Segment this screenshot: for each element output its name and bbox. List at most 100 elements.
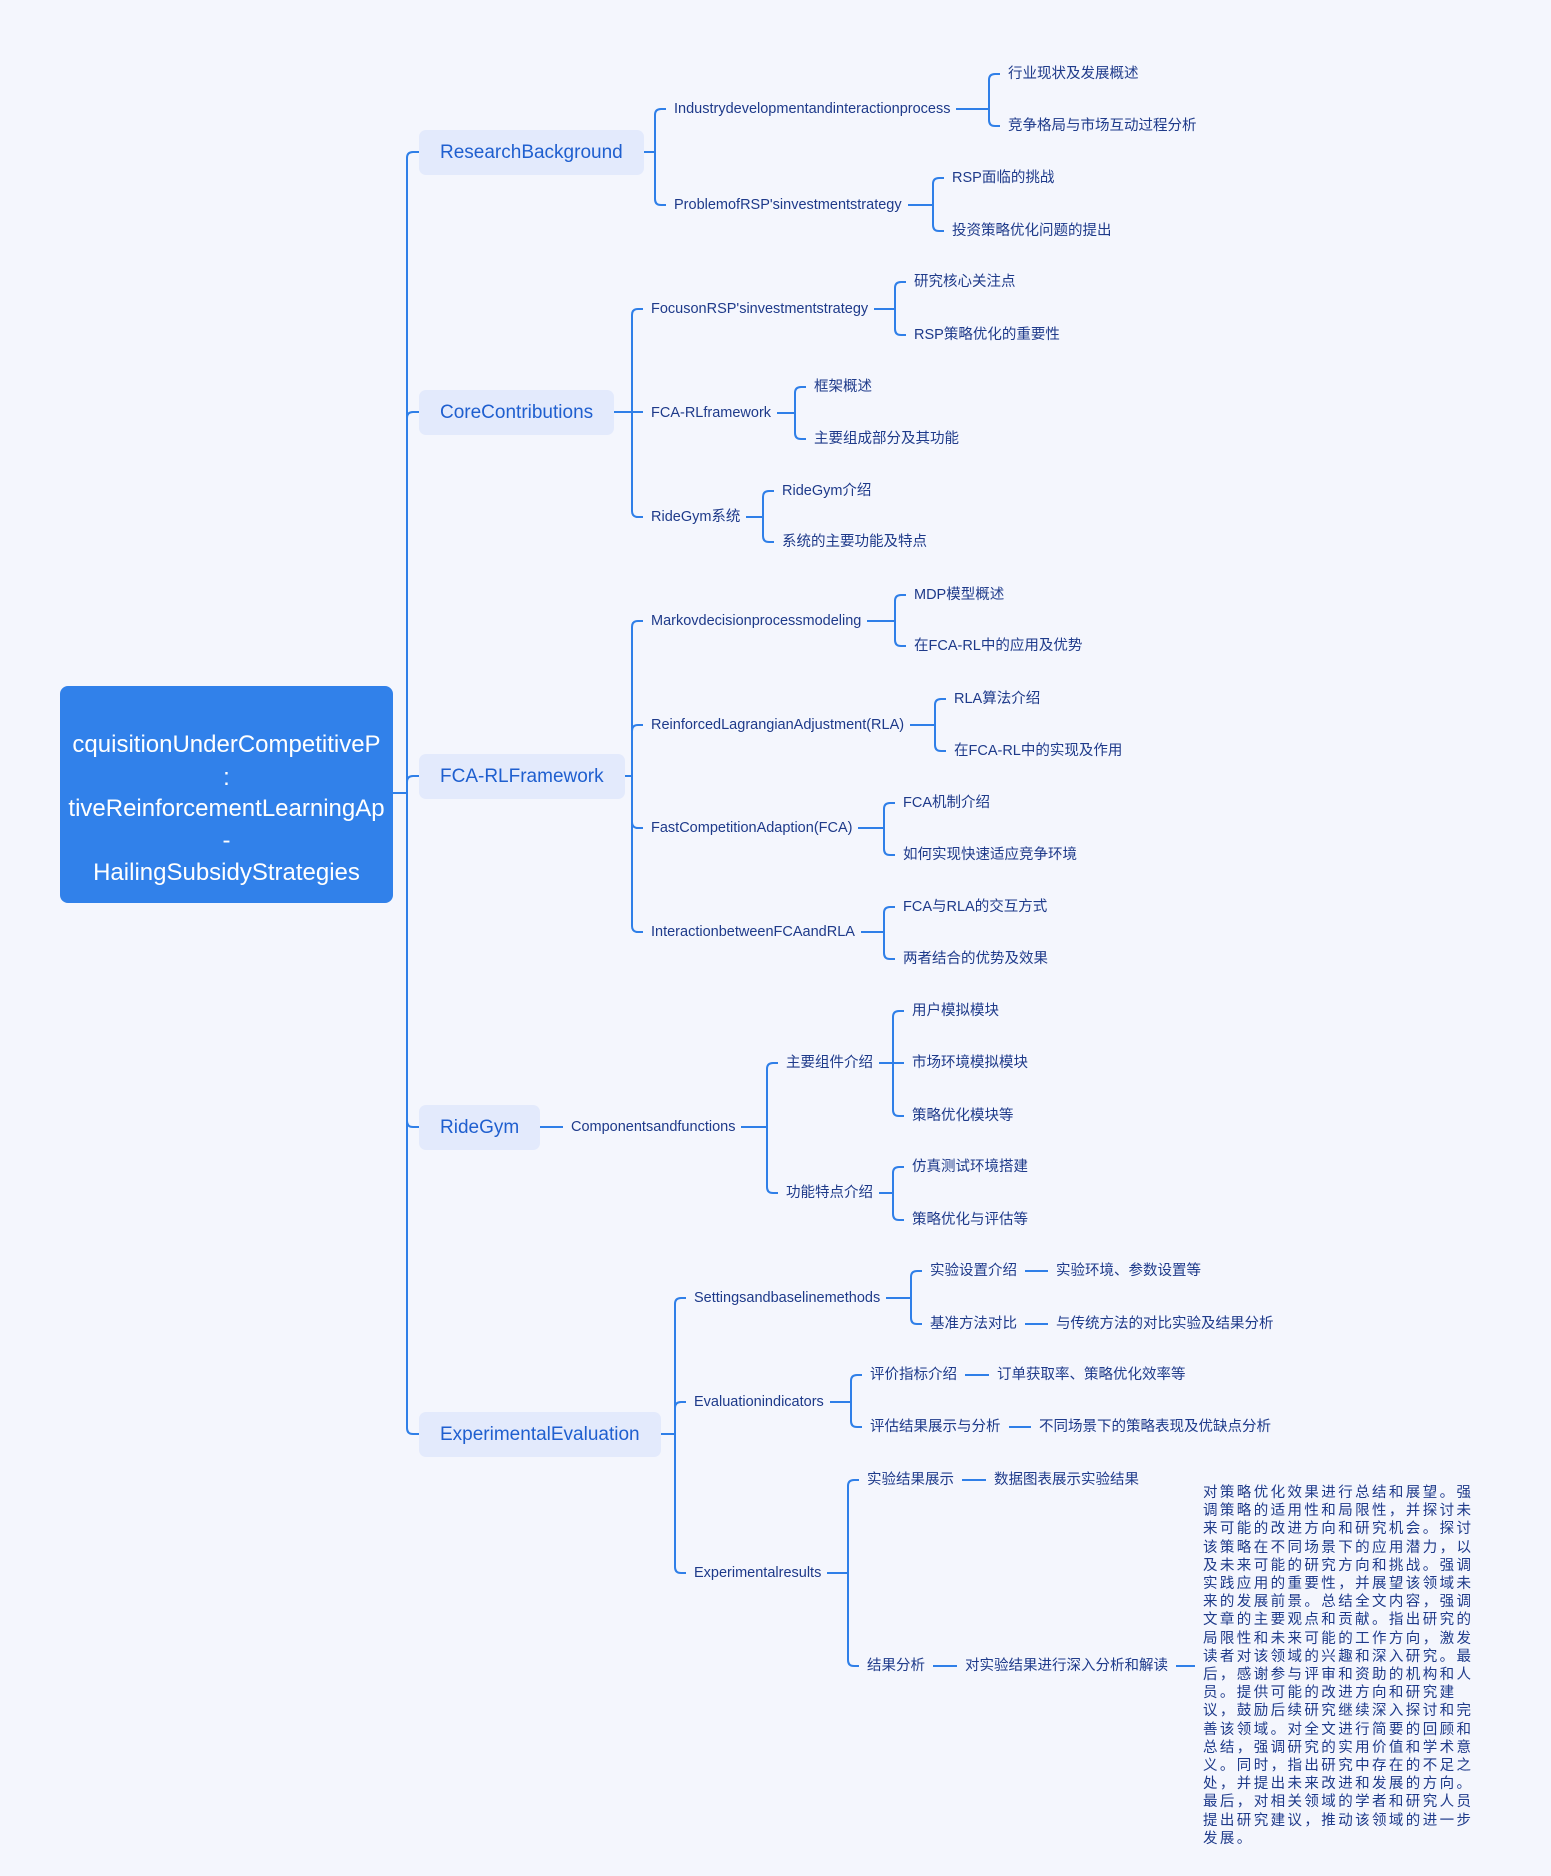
topic-node[interactable]: 主要组件介绍 bbox=[786, 1055, 873, 1071]
connector bbox=[910, 698, 946, 726]
connector bbox=[956, 73, 1000, 110]
topic-node[interactable]: FCA与RLA的交互方式 bbox=[903, 899, 1048, 915]
topic-node[interactable]: Evaluationindicators bbox=[694, 1394, 824, 1410]
connector bbox=[879, 1192, 904, 1221]
connector bbox=[746, 516, 774, 543]
connector bbox=[614, 411, 643, 518]
connector bbox=[746, 490, 774, 518]
topic-node[interactable]: InteractionbetweenFCAandRLA bbox=[651, 924, 855, 940]
connector bbox=[777, 412, 806, 440]
branch-ridegym[interactable]: RideGym bbox=[419, 1104, 541, 1150]
topic-node[interactable]: ReinforcedLagrangianAdjustment(RLA) bbox=[651, 717, 905, 733]
topic-node[interactable]: 研究核心关注点 bbox=[914, 274, 1016, 290]
topic-node[interactable]: FCA-RLframework bbox=[651, 405, 772, 421]
connector bbox=[393, 151, 419, 794]
connector bbox=[861, 931, 895, 960]
connector bbox=[661, 1297, 686, 1435]
root-title-line: cquisitionUnderCompetitiveP bbox=[72, 731, 381, 758]
connector bbox=[908, 177, 944, 206]
connector bbox=[625, 620, 643, 777]
topic-node[interactable]: FCA机制介绍 bbox=[903, 795, 990, 811]
connector bbox=[393, 792, 419, 1435]
connector bbox=[741, 1062, 778, 1128]
root-topic[interactable]: cquisitionUnderCompetitiveP : tiveReinfo… bbox=[60, 686, 393, 903]
connector bbox=[661, 1433, 686, 1574]
topic-node[interactable]: 对实验结果进行深入分析和解读 bbox=[965, 1658, 1168, 1674]
root-title-line: : bbox=[223, 764, 230, 791]
topic-node[interactable]: Settingsandbaselinemethods bbox=[694, 1290, 881, 1306]
topic-node[interactable]: 结果分析 bbox=[867, 1658, 925, 1674]
topic-node[interactable]: 评价指标介绍 bbox=[870, 1367, 957, 1383]
topic-node[interactable]: FastCompetitionAdaption(FCA) bbox=[651, 820, 853, 836]
topic-node[interactable]: 策略优化与评估等 bbox=[912, 1212, 1028, 1228]
connector bbox=[830, 1401, 862, 1428]
topic-node[interactable]: 订单获取率、策略优化效率等 bbox=[997, 1367, 1186, 1383]
branch-fca-rlframework[interactable]: FCA-RLFramework bbox=[419, 753, 625, 799]
connector bbox=[867, 594, 906, 622]
topic-node[interactable]: Experimentalresults bbox=[694, 1565, 822, 1581]
connector bbox=[874, 281, 906, 310]
branch-experimentalevaluation[interactable]: ExperimentalEvaluation bbox=[419, 1411, 661, 1457]
topic-node[interactable]: 系统的主要功能及特点 bbox=[782, 534, 927, 550]
root-title-line: HailingSubsidyStrategies bbox=[93, 859, 360, 886]
topic-node[interactable]: 市场环境模拟模块 bbox=[912, 1055, 1028, 1071]
connector bbox=[741, 1126, 778, 1194]
connector bbox=[879, 1010, 904, 1064]
topic-node[interactable]: Componentsandfunctions bbox=[571, 1119, 736, 1135]
topic-node[interactable]: 策略优化模块等 bbox=[912, 1108, 1014, 1124]
topic-node[interactable]: ProblemofRSP'sinvestmentstrategy bbox=[674, 197, 902, 213]
topic-node[interactable]: 主要组成部分及其功能 bbox=[814, 431, 959, 447]
connector bbox=[874, 308, 906, 336]
connector bbox=[827, 1572, 859, 1667]
topic-node[interactable]: 框架概述 bbox=[814, 379, 872, 395]
topic-node[interactable]: Markovdecisionprocessmodeling bbox=[651, 613, 862, 629]
topic-node[interactable]: RideGym介绍 bbox=[782, 483, 872, 499]
topic-node[interactable]: 仿真测试环境搭建 bbox=[912, 1159, 1028, 1175]
connector bbox=[625, 724, 643, 777]
topic-node[interactable]: FocusonRSP'sinvestmentstrategy bbox=[651, 301, 869, 317]
topic-node[interactable]: 竞争格局与市场互动过程分析 bbox=[1008, 118, 1197, 134]
topic-node[interactable]: 功能特点介绍 bbox=[786, 1185, 873, 1201]
connector bbox=[393, 775, 419, 794]
topic-node[interactable]: 数据图表展示实验结果 bbox=[994, 1472, 1139, 1488]
topic-node[interactable]: 在FCA-RL中的应用及优势 bbox=[914, 638, 1083, 654]
topic-node[interactable]: RideGym系统 bbox=[651, 509, 741, 525]
topic-node[interactable]: 实验设置介绍 bbox=[930, 1263, 1017, 1279]
topic-node[interactable]: RSP策略优化的重要性 bbox=[914, 327, 1060, 343]
connector bbox=[879, 1062, 904, 1117]
connector bbox=[886, 1297, 922, 1325]
connector bbox=[644, 151, 666, 206]
topic-node[interactable]: 实验结果展示 bbox=[867, 1472, 954, 1488]
topic-node[interactable]: 用户模拟模块 bbox=[912, 1003, 999, 1019]
topic-node[interactable]: 基准方法对比 bbox=[930, 1316, 1017, 1332]
connector bbox=[858, 827, 895, 856]
topic-node[interactable]: 与传统方法的对比实验及结果分析 bbox=[1056, 1316, 1274, 1332]
branch-researchbackground[interactable]: ResearchBackground bbox=[419, 129, 644, 175]
connector bbox=[661, 1401, 686, 1435]
topic-node[interactable]: 在FCA-RL中的实现及作用 bbox=[954, 743, 1123, 759]
connector bbox=[644, 108, 666, 153]
topic-node[interactable]: 不同场景下的策略表现及优缺点分析 bbox=[1039, 1419, 1271, 1435]
connector bbox=[908, 204, 944, 232]
topic-node[interactable]: 评估结果展示与分析 bbox=[870, 1419, 1001, 1435]
topic-node[interactable]: RLA算法介绍 bbox=[954, 691, 1041, 707]
connector bbox=[625, 775, 643, 933]
connector bbox=[858, 802, 895, 829]
summary-note[interactable]: 对策略优化效果进行总结和展望。强调策略的适用性和局限性，并探讨未来可能的改进方向… bbox=[1203, 1485, 1474, 1847]
topic-node[interactable]: 实验环境、参数设置等 bbox=[1056, 1263, 1201, 1279]
topic-node[interactable]: 行业现状及发展概述 bbox=[1008, 66, 1139, 82]
root-title-line: tiveReinforcementLearningAp bbox=[68, 795, 385, 822]
topic-node[interactable]: Industrydevelopmentandinteractionprocess bbox=[674, 101, 951, 117]
root-title-line: - bbox=[222, 827, 231, 854]
connector bbox=[827, 1479, 859, 1574]
branch-corecontributions[interactable]: CoreContributions bbox=[419, 389, 615, 435]
topic-node[interactable]: MDP模型概述 bbox=[914, 587, 1005, 603]
connector bbox=[956, 108, 1000, 127]
topic-node[interactable]: 如何实现快速适应竞争环境 bbox=[903, 847, 1077, 863]
connector bbox=[886, 1270, 922, 1299]
topic-node[interactable]: RSP面临的挑战 bbox=[952, 170, 1055, 186]
topic-node[interactable]: 投资策略优化问题的提出 bbox=[952, 223, 1112, 239]
topic-node[interactable]: 两者结合的优势及效果 bbox=[903, 951, 1048, 967]
connector bbox=[867, 620, 906, 647]
